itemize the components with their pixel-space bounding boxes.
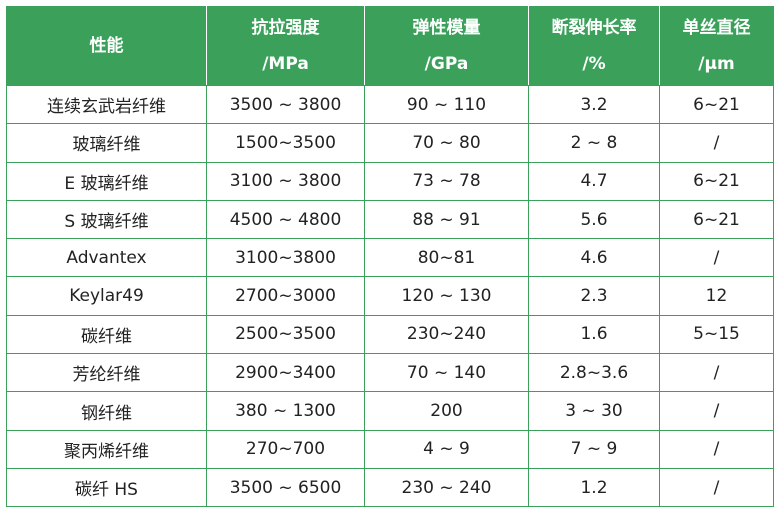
cell-filament-diameter: /	[659, 123, 774, 163]
cell-elastic-modulus: 70 ~ 80	[364, 123, 529, 163]
cell-elongation: 2 ~ 8	[528, 123, 660, 163]
cell-elongation: 4.7	[528, 161, 660, 201]
table-header: 性能 抗拉强度 /MPa 弹性模量 /GPa 断裂伸长率 /% 单丝直径 /μm	[6, 6, 774, 86]
cell-filament-diameter: 5~15	[659, 314, 774, 355]
cell-elastic-modulus: 88 ~ 91	[364, 199, 529, 240]
header-elongation-label: 断裂伸长率	[551, 18, 637, 38]
cell-elongation: 7 ~ 9	[528, 429, 660, 469]
cell-fiber-name: S 玻璃纤维	[6, 199, 207, 240]
cell-fiber-name: Keylar49	[6, 276, 207, 316]
cell-filament-diameter: /	[659, 353, 774, 393]
table-row: Keylar49 2700~3000 120 ~ 130 2.3 12	[6, 276, 774, 316]
cell-fiber-name: 芳纶纤维	[6, 353, 207, 393]
cell-tensile-strength: 1500~3500	[206, 123, 365, 163]
header-elastic-modulus-unit: /GPa	[424, 54, 469, 74]
cell-elastic-modulus: 120 ~ 130	[364, 276, 529, 316]
cell-elongation: 1.2	[528, 467, 660, 508]
cell-tensile-strength: 2900~3400	[206, 353, 365, 393]
table-row: 芳纶纤维 2900~3400 70 ~ 140 2.8~3.6/	[6, 353, 774, 393]
cell-elongation: 2.8~3.6	[528, 353, 660, 393]
cell-fiber-name: Advantex	[6, 238, 207, 278]
header-tensile-strength-unit: /MPa	[262, 54, 309, 74]
cell-tensile-strength: 2500~3500	[206, 314, 365, 355]
table-row: 连续玄武岩纤维 3500 ~ 3800 90 ~ 110 3.2 6~21	[6, 84, 774, 125]
cell-tensile-strength: 4500 ~ 4800	[206, 199, 365, 240]
header-tensile-strength-label: 抗拉强度	[251, 18, 320, 38]
cell-filament-diameter: 6~21	[659, 161, 774, 201]
table-row: 玻璃纤维 1500~3500 70 ~ 80 2 ~ 8/	[6, 123, 774, 163]
cell-tensile-strength: 3500 ~ 3800	[206, 84, 365, 125]
fiber-properties-table-wrapper: 性能 抗拉强度 /MPa 弹性模量 /GPa 断裂伸长率 /% 单丝直径 /μm	[6, 6, 774, 508]
cell-elongation: 3.2	[528, 84, 660, 125]
fiber-properties-table: 性能 抗拉强度 /MPa 弹性模量 /GPa 断裂伸长率 /% 单丝直径 /μm	[6, 6, 774, 508]
header-filament-diameter-unit: /μm	[698, 54, 735, 74]
cell-fiber-name: 钢纤维	[6, 391, 207, 431]
cell-tensile-strength: 380 ~ 1300	[206, 391, 365, 431]
cell-elastic-modulus: 80~81	[364, 238, 529, 278]
header-elastic-modulus-label: 弹性模量	[412, 18, 481, 38]
cell-tensile-strength: 270~700	[206, 429, 365, 469]
cell-elongation: 1.6	[528, 314, 660, 355]
cell-elongation: 3 ~ 30	[528, 391, 660, 431]
header-elongation: 断裂伸长率 /%	[528, 6, 660, 86]
cell-elastic-modulus: 230 ~ 240	[364, 467, 529, 508]
cell-tensile-strength: 3500 ~ 6500	[206, 467, 365, 508]
header-filament-diameter: 单丝直径 /μm	[659, 6, 774, 86]
cell-filament-diameter: 12	[659, 276, 774, 316]
cell-fiber-name: 连续玄武岩纤维	[6, 84, 207, 125]
header-property-label: 性能	[89, 36, 124, 56]
table-row: 碳纤维 2500~3500 230~240 1.6 5~15	[6, 314, 774, 355]
cell-elastic-modulus: 73 ~ 78	[364, 161, 529, 201]
cell-elastic-modulus: 230~240	[364, 314, 529, 355]
table-row: Advantex 3100~3800 80~81 4.6/	[6, 238, 774, 278]
table-row: 钢纤维 380 ~ 1300 200 3 ~ 30/	[6, 391, 774, 431]
cell-fiber-name: E 玻璃纤维	[6, 161, 207, 201]
cell-filament-diameter: /	[659, 467, 774, 508]
cell-elastic-modulus: 200	[364, 391, 529, 431]
cell-filament-diameter: /	[659, 391, 774, 431]
header-row: 性能 抗拉强度 /MPa 弹性模量 /GPa 断裂伸长率 /% 单丝直径 /μm	[6, 6, 774, 86]
cell-tensile-strength: 3100 ~ 3800	[206, 161, 365, 201]
cell-fiber-name: 玻璃纤维	[6, 123, 207, 163]
header-elastic-modulus: 弹性模量 /GPa	[364, 6, 529, 86]
cell-elastic-modulus: 4 ~ 9	[364, 429, 529, 469]
table-row: S 玻璃纤维 4500 ~ 4800 88 ~ 91 5.6 6~21	[6, 199, 774, 240]
cell-filament-diameter: /	[659, 238, 774, 278]
table-body: 连续玄武岩纤维 3500 ~ 3800 90 ~ 110 3.2 6~21 玻璃纤维 150…	[6, 84, 774, 508]
cell-elongation: 4.6	[528, 238, 660, 278]
header-elongation-unit: /%	[582, 54, 606, 74]
table-row: E 玻璃纤维 3100 ~ 3800 73 ~ 78 4.7 6~21	[6, 161, 774, 201]
cell-tensile-strength: 2700~3000	[206, 276, 365, 316]
cell-filament-diameter: 6~21	[659, 84, 774, 125]
cell-elastic-modulus: 90 ~ 110	[364, 84, 529, 125]
header-tensile-strength: 抗拉强度 /MPa	[206, 6, 365, 86]
cell-elastic-modulus: 70 ~ 140	[364, 353, 529, 393]
cell-elongation: 2.3	[528, 276, 660, 316]
table-row: 碳纤 HS 3500 ~ 6500 230 ~ 240 1.2/	[6, 467, 774, 508]
cell-filament-diameter: 6~21	[659, 199, 774, 240]
cell-filament-diameter: /	[659, 429, 774, 469]
cell-elongation: 5.6	[528, 199, 660, 240]
header-property: 性能	[6, 6, 207, 86]
cell-fiber-name: 聚丙烯纤维	[6, 429, 207, 469]
header-filament-diameter-label: 单丝直径	[682, 18, 751, 38]
cell-fiber-name: 碳纤 HS	[6, 467, 207, 508]
cell-tensile-strength: 3100~3800	[206, 238, 365, 278]
cell-fiber-name: 碳纤维	[6, 314, 207, 355]
